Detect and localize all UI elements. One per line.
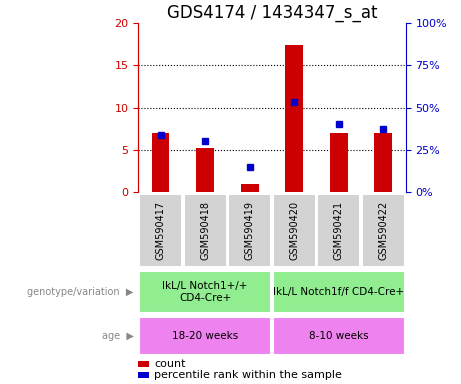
Text: 18-20 weeks: 18-20 weeks <box>172 331 238 341</box>
Text: count: count <box>154 359 186 369</box>
Text: GSM590417: GSM590417 <box>155 201 165 260</box>
Text: IkL/L Notch1f/f CD4-Cre+: IkL/L Notch1f/f CD4-Cre+ <box>273 287 404 297</box>
Text: percentile rank within the sample: percentile rank within the sample <box>154 370 342 380</box>
Text: GSM590421: GSM590421 <box>334 201 344 260</box>
Bar <box>241 184 259 192</box>
Text: GSM590419: GSM590419 <box>245 201 255 260</box>
Text: 8-10 weeks: 8-10 weeks <box>309 331 369 341</box>
FancyBboxPatch shape <box>273 194 316 267</box>
FancyBboxPatch shape <box>139 194 182 267</box>
Text: genotype/variation  ▶: genotype/variation ▶ <box>27 287 134 297</box>
FancyBboxPatch shape <box>273 316 405 356</box>
FancyBboxPatch shape <box>139 316 271 356</box>
Bar <box>138 372 149 378</box>
Text: age  ▶: age ▶ <box>102 331 134 341</box>
Text: GSM590418: GSM590418 <box>200 201 210 260</box>
Bar <box>138 361 149 367</box>
Text: IkL/L Notch1+/+
CD4-Cre+: IkL/L Notch1+/+ CD4-Cre+ <box>162 281 248 303</box>
Bar <box>330 133 348 192</box>
FancyBboxPatch shape <box>362 194 405 267</box>
Text: GSM590422: GSM590422 <box>378 201 389 260</box>
FancyBboxPatch shape <box>228 194 271 267</box>
FancyBboxPatch shape <box>184 194 226 267</box>
FancyBboxPatch shape <box>318 194 360 267</box>
Title: GDS4174 / 1434347_s_at: GDS4174 / 1434347_s_at <box>167 4 377 22</box>
Bar <box>374 133 392 192</box>
Bar <box>196 148 214 192</box>
Bar <box>152 133 170 192</box>
FancyBboxPatch shape <box>139 271 271 313</box>
Bar <box>285 45 303 192</box>
Text: GSM590420: GSM590420 <box>289 201 299 260</box>
FancyBboxPatch shape <box>273 271 405 313</box>
